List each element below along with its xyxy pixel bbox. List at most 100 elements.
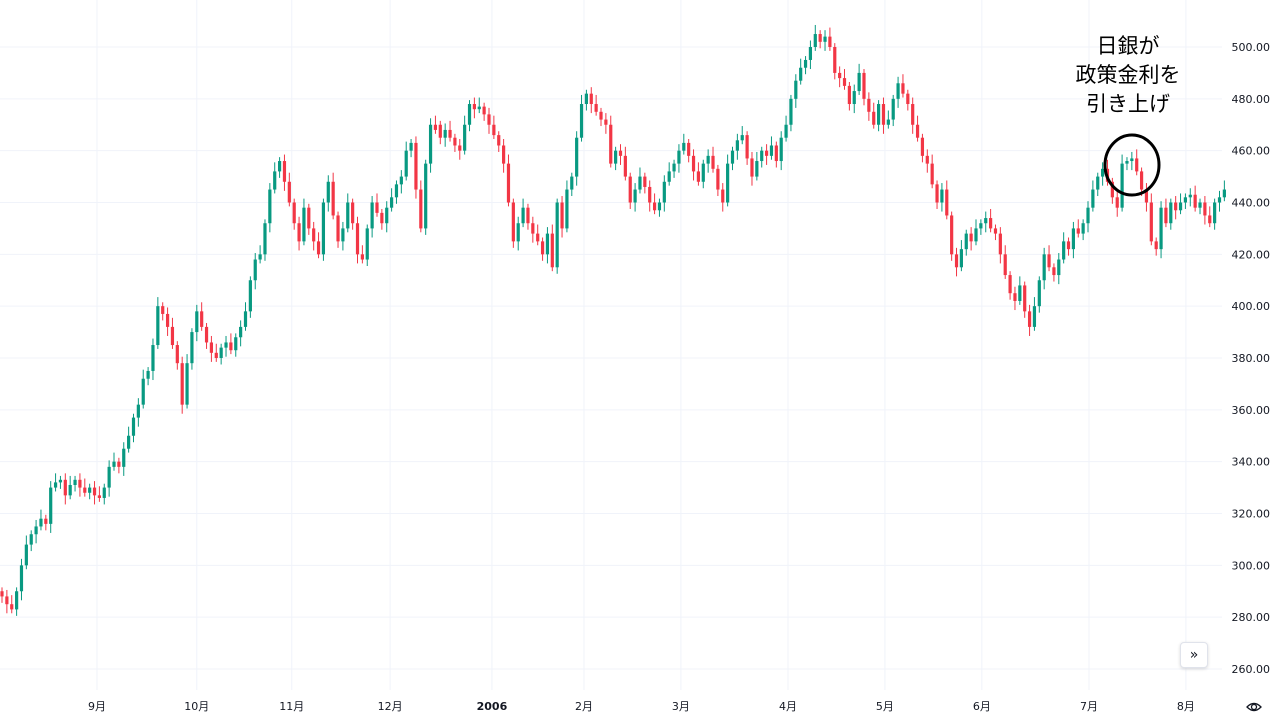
candle-body (375, 202, 379, 213)
y-tick-label: 360.00 (1232, 404, 1271, 417)
candle (555, 198, 559, 274)
candle (443, 123, 447, 147)
candle-body (53, 482, 58, 488)
candle (774, 141, 778, 168)
candle-body (769, 145, 774, 156)
candle-body (1154, 241, 1158, 250)
candle-body (604, 119, 608, 125)
candle (204, 323, 209, 349)
candle-body (643, 176, 647, 187)
candle-body (414, 142, 418, 190)
candle-body (214, 352, 218, 358)
candle-body (862, 72, 866, 99)
candle (302, 198, 306, 246)
candle-body (29, 534, 33, 545)
candle (974, 219, 978, 246)
candle (336, 211, 340, 248)
candle (706, 149, 710, 173)
candle-body (906, 93, 910, 105)
candle (1208, 206, 1212, 228)
candle-body (1057, 259, 1061, 276)
x-axis[interactable]: 9月 10月 11月 12月 2006 2月 3月 4月 5月 6月 7月 8月 (88, 700, 1195, 713)
candle-body (83, 487, 87, 493)
candle (901, 74, 905, 98)
candle (935, 180, 939, 209)
candle-body (521, 207, 525, 224)
chart-settings-button[interactable] (1244, 697, 1264, 717)
candle-body (1032, 306, 1037, 327)
candle-body (419, 189, 423, 229)
candle (68, 475, 72, 500)
candle-body (1047, 254, 1051, 268)
candle-body (506, 163, 511, 203)
candle (477, 97, 481, 114)
candle-body (253, 259, 257, 281)
y-axis[interactable]: 260.00 280.00 300.00 320.00 340.00 360.00 380.… (1232, 41, 1271, 676)
candle (102, 483, 106, 505)
candle-body (652, 202, 657, 211)
candle-body (458, 145, 462, 151)
candle (989, 208, 993, 233)
candle-body (502, 145, 506, 164)
candle-body (721, 189, 725, 203)
candle (779, 131, 783, 171)
candle (482, 102, 486, 121)
candle-body (886, 119, 890, 125)
candle-body (68, 484, 72, 496)
candle (618, 144, 623, 165)
candle-body (341, 228, 345, 242)
candle (726, 154, 730, 207)
candle (297, 216, 301, 251)
candle (940, 183, 944, 212)
candle (1222, 180, 1226, 202)
candle (1139, 167, 1144, 197)
candle (998, 227, 1002, 264)
candle-body (1110, 181, 1114, 198)
candle-body (24, 544, 28, 566)
candle (399, 170, 403, 194)
candle-body (828, 36, 832, 47)
candle (575, 131, 579, 186)
candle (1018, 276, 1022, 305)
candle-body (760, 150, 764, 162)
candle (516, 216, 520, 251)
scroll-to-latest-button[interactable]: » (1180, 642, 1208, 668)
candle-body (482, 106, 486, 115)
candle (745, 131, 749, 165)
candle-body (292, 202, 296, 224)
candle (190, 328, 194, 370)
candle (877, 100, 881, 132)
candle (1008, 271, 1012, 300)
candle (131, 413, 136, 443)
candle (0, 587, 4, 603)
candle-body (1120, 163, 1124, 208)
candle-body (657, 202, 662, 211)
candle-body (594, 104, 598, 112)
candle (589, 87, 593, 114)
candle-body (623, 155, 627, 177)
candle (536, 224, 540, 246)
candle-body (925, 155, 929, 164)
candle (521, 198, 525, 228)
candle (614, 146, 618, 171)
candle-body (1125, 161, 1129, 164)
candle-body (370, 202, 374, 229)
candle (1149, 193, 1153, 246)
candle (1135, 149, 1139, 176)
candle-body (857, 72, 861, 92)
candle-body (1164, 207, 1168, 224)
candle (1193, 185, 1197, 212)
candle (1062, 232, 1066, 264)
y-tick-label: 420.00 (1232, 248, 1271, 261)
candle (44, 514, 48, 531)
candle-body (63, 479, 67, 496)
candle (253, 253, 257, 290)
candle (570, 172, 574, 197)
candle-body (234, 337, 238, 351)
candle-body (672, 163, 676, 172)
candle (730, 146, 735, 171)
candle (1183, 193, 1188, 209)
candle-body (740, 135, 744, 141)
x-tick-label: 4月 (779, 700, 797, 713)
